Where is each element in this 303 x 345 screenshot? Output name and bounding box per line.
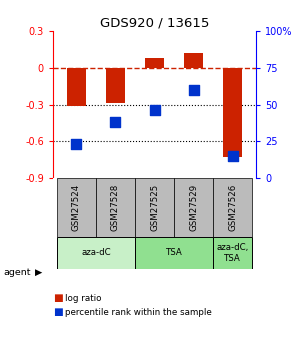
Bar	[106, 68, 125, 103]
Text: GSM27526: GSM27526	[228, 184, 237, 231]
Text: ■: ■	[53, 307, 63, 317]
Text: log ratio: log ratio	[65, 294, 102, 303]
Bar	[57, 178, 96, 237]
Point	[113, 119, 118, 125]
Text: aza-dC: aza-dC	[81, 248, 111, 257]
Point	[230, 153, 235, 159]
Text: GSM27528: GSM27528	[111, 184, 120, 231]
Bar	[223, 68, 242, 157]
Bar	[213, 178, 252, 237]
Text: GSM27524: GSM27524	[72, 184, 81, 231]
Text: GSM27525: GSM27525	[150, 184, 159, 231]
Bar	[135, 178, 174, 237]
Text: agent: agent	[3, 268, 31, 277]
Bar	[135, 237, 213, 269]
Text: percentile rank within the sample: percentile rank within the sample	[65, 308, 212, 317]
Bar	[57, 237, 135, 269]
Text: GSM27529: GSM27529	[189, 184, 198, 231]
Bar	[96, 178, 135, 237]
Title: GDS920 / 13615: GDS920 / 13615	[100, 17, 209, 30]
Point	[74, 141, 79, 147]
Text: TSA: TSA	[166, 248, 182, 257]
Bar	[184, 53, 203, 68]
Point	[191, 87, 196, 92]
Text: ■: ■	[53, 294, 63, 303]
Text: aza-dC,
TSA: aza-dC, TSA	[216, 243, 249, 263]
Point	[152, 108, 157, 113]
Bar	[145, 58, 164, 68]
Text: ▶: ▶	[35, 268, 42, 277]
Bar	[213, 237, 252, 269]
Bar	[174, 178, 213, 237]
Bar	[67, 68, 86, 106]
